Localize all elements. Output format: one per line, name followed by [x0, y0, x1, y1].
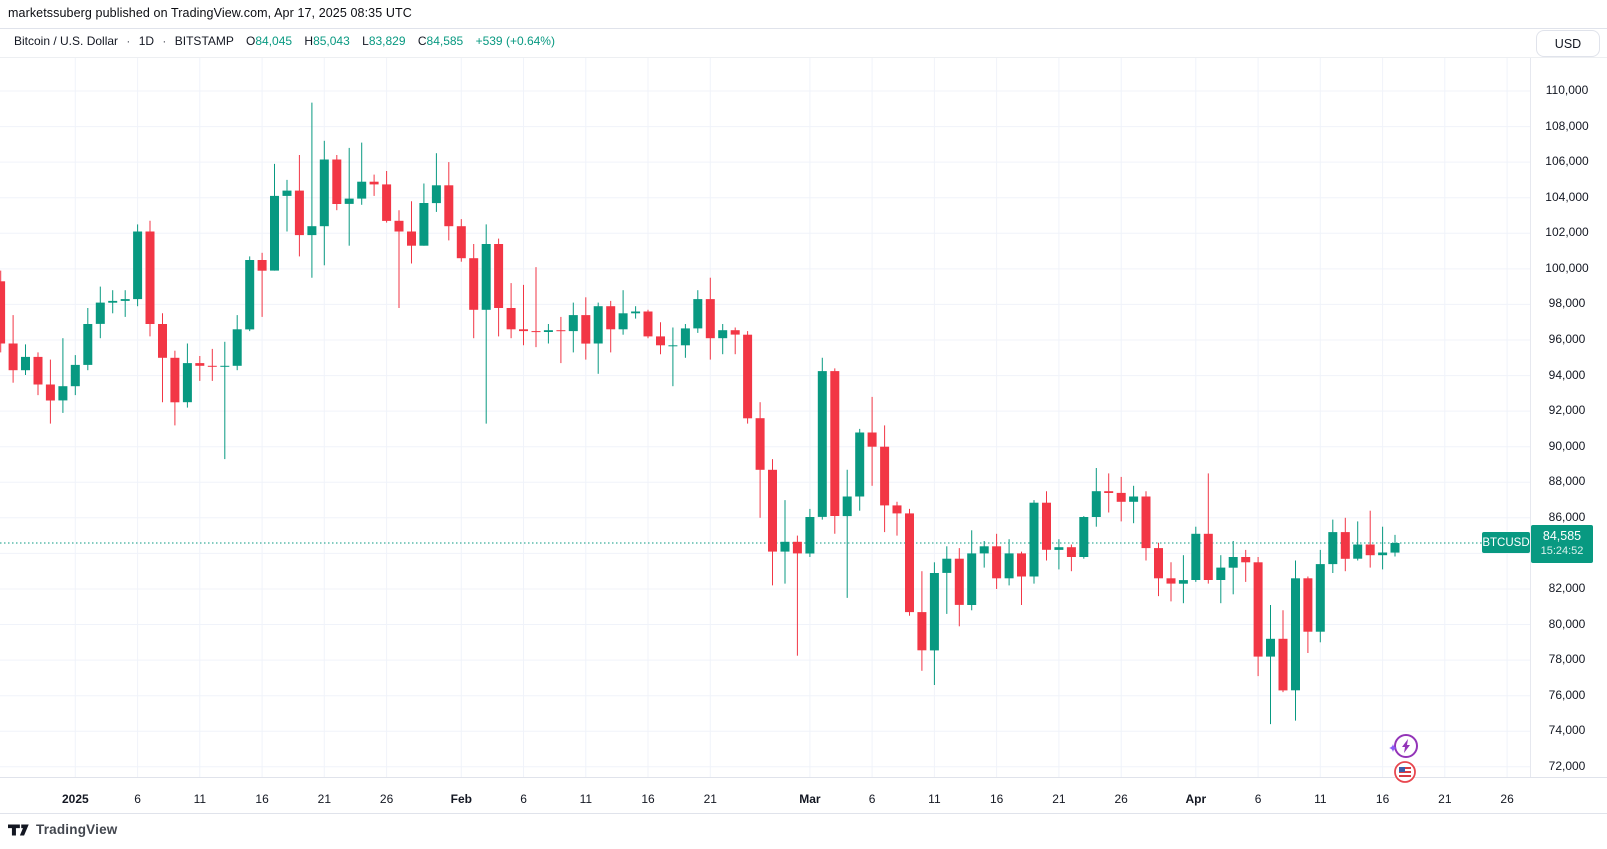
time-axis-label: 11	[193, 792, 207, 806]
time-axis-label: 26	[1500, 792, 1514, 806]
time-axis-label: 11	[579, 792, 593, 806]
time-axis-label: 21	[1438, 792, 1452, 806]
symbol-legend[interactable]: Bitcoin / U.S. Dollar · 1D · BITSTAMP O8…	[14, 34, 555, 48]
price-axis-label: 78,000	[1548, 652, 1586, 667]
price-axis-label: 108,000	[1545, 118, 1589, 133]
symbol-title[interactable]: Bitcoin / U.S. Dollar	[14, 34, 119, 48]
time-axis-label: 26	[379, 792, 394, 806]
time-axis-label: 21	[317, 792, 332, 806]
price-axis-label: 82,000	[1548, 580, 1586, 595]
time-axis-label: 16	[989, 792, 1004, 806]
legend-separator: ·	[162, 34, 167, 48]
time-axis-label: Apr	[1185, 792, 1207, 806]
open-label: O	[246, 34, 256, 48]
toolbar-separator	[0, 57, 1607, 58]
brand-text: TradingView	[36, 822, 118, 837]
time-axis-label: 6	[1254, 792, 1262, 806]
time-axis-label: Mar	[799, 792, 821, 806]
time-axis-label: 2025	[61, 792, 89, 806]
high-label: H	[304, 34, 314, 48]
tradingview-logo-icon	[8, 824, 29, 835]
time-axis-label: 16	[255, 792, 269, 806]
price-axis-label: 100,000	[1545, 260, 1589, 275]
time-axis-label: 6	[868, 792, 876, 806]
price-axis-label: 80,000	[1548, 616, 1586, 631]
attribution-text: marketssuberg published on TradingView.c…	[8, 6, 412, 20]
sparkle-icon	[1389, 744, 1397, 752]
us-flag-icon	[1399, 767, 1411, 777]
lightning-event-icon[interactable]	[1389, 734, 1418, 758]
close-label: C	[417, 34, 427, 48]
price-axis-label: 110,000	[1545, 83, 1589, 97]
price-axis-label: 106,000	[1545, 154, 1589, 169]
price-axis-label: 76,000	[1548, 687, 1586, 702]
price-axis-label: 96,000	[1548, 331, 1586, 346]
time-axis-label: 26	[1114, 792, 1128, 806]
exchange-label[interactable]: BITSTAMP	[174, 34, 234, 48]
time-axis-label: 11	[1314, 792, 1327, 806]
time-axis-label: 16	[1375, 792, 1390, 806]
symbol-price-flag: BTCUSD	[1482, 532, 1530, 553]
time-axis-label: 21	[703, 792, 717, 806]
price-axis-label: 104,000	[1545, 189, 1589, 204]
price-axis-label: 74,000	[1548, 723, 1586, 738]
legend-separator: ·	[126, 34, 131, 48]
candlestick-plot	[0, 58, 1530, 777]
time-axis-label: 6	[134, 792, 141, 806]
price-axis-label: 90,000	[1548, 438, 1586, 453]
close-value: 84,585	[426, 34, 464, 48]
open-value: 84,045	[255, 34, 293, 48]
last-price-value: 84,585	[1542, 529, 1582, 544]
price-axis-label: 72,000	[1548, 758, 1586, 773]
change-value: +539 (+0.64%)	[475, 34, 555, 48]
currency-button[interactable]: USD	[1536, 30, 1600, 57]
price-chart[interactable]	[0, 28, 1607, 813]
time-axis-separator	[0, 777, 1607, 778]
countdown-timer: 15:24:52	[1540, 544, 1584, 557]
last-price-badge: 84,585 15:24:52	[1531, 525, 1593, 563]
chart-top-border	[0, 28, 1607, 29]
event-markers[interactable]	[1384, 728, 1424, 786]
interval-label[interactable]: 1D	[138, 34, 155, 48]
chart-bottom-border	[0, 813, 1607, 814]
price-axis-label: 88,000	[1548, 474, 1586, 489]
low-value: 83,829	[368, 34, 406, 48]
price-axis-label: 86,000	[1548, 509, 1586, 524]
high-value: 85,043	[313, 34, 350, 48]
price-axis-separator	[1530, 58, 1531, 777]
price-axis-label: 102,000	[1545, 225, 1589, 240]
time-axis-label: 6	[520, 792, 527, 806]
time-axis-label: 16	[641, 792, 655, 806]
price-axis-label: 94,000	[1548, 367, 1586, 382]
price-axis-label: 98,000	[1548, 296, 1586, 311]
time-axis-label: Feb	[450, 792, 472, 806]
time-axis-label: 11	[928, 792, 941, 806]
us-flag-event-icon[interactable]	[1394, 761, 1416, 783]
tradingview-brand[interactable]: TradingView	[8, 822, 117, 837]
low-label: L	[362, 34, 369, 48]
price-axis-label: 92,000	[1548, 403, 1586, 418]
time-axis-label: 21	[1052, 792, 1066, 806]
